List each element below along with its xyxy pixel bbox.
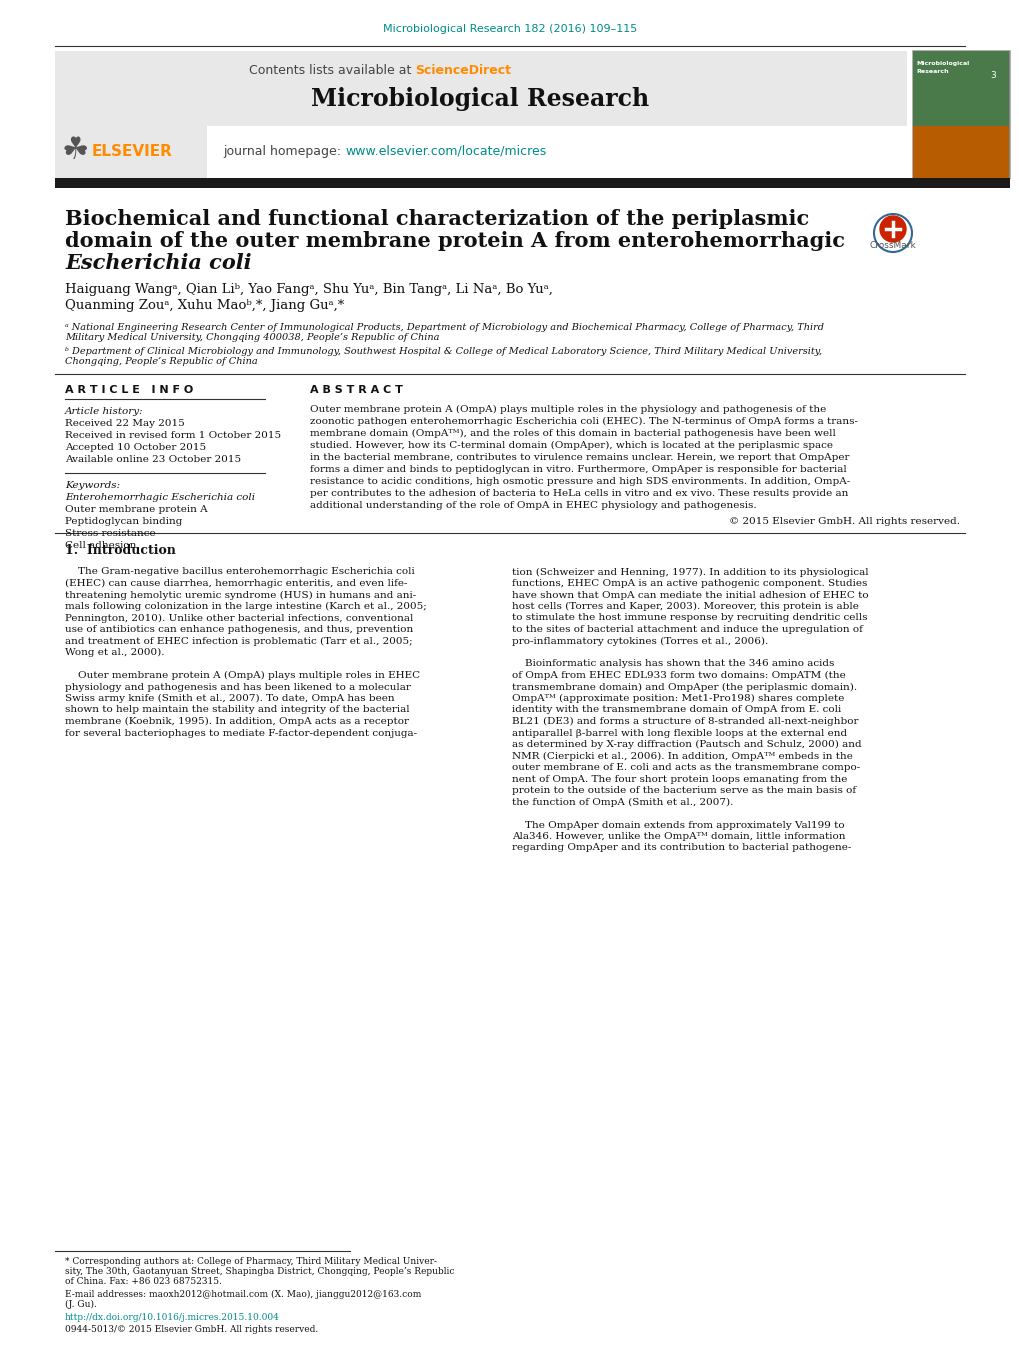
Text: tion (Schweizer and Henning, 1977). In addition to its physiological: tion (Schweizer and Henning, 1977). In a…: [512, 567, 868, 577]
Text: studied. However, how its C-terminal domain (OmpAper), which is located at the p: studied. However, how its C-terminal dom…: [310, 440, 833, 450]
Text: Haiguang Wangᵃ, Qian Liᵇ, Yao Fangᵃ, Shu Yuᵃ, Bin Tangᵃ, Li Naᵃ, Bo Yuᵃ,: Haiguang Wangᵃ, Qian Liᵇ, Yao Fangᵃ, Shu…: [65, 282, 552, 296]
Text: identity with the transmembrane domain of OmpA from E. coli: identity with the transmembrane domain o…: [512, 705, 841, 715]
Text: Microbiological Research: Microbiological Research: [311, 86, 648, 111]
Text: in the bacterial membrane, contributes to virulence remains unclear. Herein, we : in the bacterial membrane, contributes t…: [310, 453, 849, 462]
Text: The OmpAper domain extends from approximately Val199 to: The OmpAper domain extends from approxim…: [512, 820, 844, 830]
Text: 0944-5013/© 2015 Elsevier GmbH. All rights reserved.: 0944-5013/© 2015 Elsevier GmbH. All righ…: [65, 1324, 318, 1333]
Text: Outer membrane protein A: Outer membrane protein A: [65, 504, 208, 513]
Text: The Gram-negative bacillus enterohemorrhagic Escherichia coli: The Gram-negative bacillus enterohemorrh…: [65, 567, 415, 577]
Text: membrane (Koebnik, 1995). In addition, OmpA acts as a receptor: membrane (Koebnik, 1995). In addition, O…: [65, 717, 409, 725]
Text: Peptidoglycan binding: Peptidoglycan binding: [65, 516, 182, 526]
Text: Outer membrane protein A (OmpA) plays multiple roles in EHEC: Outer membrane protein A (OmpA) plays mu…: [65, 671, 420, 680]
Text: to the sites of bacterial attachment and induce the upregulation of: to the sites of bacterial attachment and…: [512, 626, 862, 634]
Text: membrane domain (OmpAᵀᴹ), and the roles of this domain in bacterial pathogenesis: membrane domain (OmpAᵀᴹ), and the roles …: [310, 428, 835, 438]
Text: Cell adhesion: Cell adhesion: [65, 540, 137, 550]
Text: Microbiological Research 182 (2016) 109–115: Microbiological Research 182 (2016) 109–…: [382, 24, 637, 34]
Text: per contributes to the adhesion of bacteria to HeLa cells in vitro and ex vivo. : per contributes to the adhesion of bacte…: [310, 489, 848, 497]
Text: Outer membrane protein A (OmpA) plays multiple roles in the physiology and patho: Outer membrane protein A (OmpA) plays mu…: [310, 404, 825, 413]
Text: resistance to acidic conditions, high osmotic pressure and high SDS environments: resistance to acidic conditions, high os…: [310, 477, 850, 485]
Text: Article history:: Article history:: [65, 407, 144, 416]
Text: NMR (Cierpicki et al., 2006). In addition, OmpAᵀᴹ embeds in the: NMR (Cierpicki et al., 2006). In additio…: [512, 751, 852, 761]
Text: A B S T R A C T: A B S T R A C T: [310, 385, 403, 394]
Circle shape: [879, 216, 905, 242]
Text: and treatment of EHEC infection is problematic (Tarr et al., 2005;: and treatment of EHEC infection is probl…: [65, 636, 413, 646]
Text: shown to help maintain the stability and integrity of the bacterial: shown to help maintain the stability and…: [65, 705, 410, 715]
Text: Microbiological: Microbiological: [915, 61, 968, 66]
Text: Biochemical and functional characterization of the periplasmic: Biochemical and functional characterizat…: [65, 209, 808, 230]
Text: antiparallel β-barrel with long flexible loops at the external end: antiparallel β-barrel with long flexible…: [512, 728, 847, 738]
Text: ☘: ☘: [62, 136, 90, 165]
Text: Escherichia coli: Escherichia coli: [65, 253, 252, 273]
Text: ᵃ National Engineering Research Center of Immunological Products, Department of : ᵃ National Engineering Research Center o…: [65, 323, 823, 331]
Text: protein to the outside of the bacterium serve as the main basis of: protein to the outside of the bacterium …: [512, 786, 855, 794]
Text: transmembrane domain) and OmpAper (the periplasmic domain).: transmembrane domain) and OmpAper (the p…: [512, 682, 856, 692]
Bar: [55, 126, 207, 178]
Text: A R T I C L E   I N F O: A R T I C L E I N F O: [65, 385, 193, 394]
Text: Enterohemorrhagic Escherichia coli: Enterohemorrhagic Escherichia coli: [65, 493, 255, 501]
Text: regarding OmpAper and its contribution to bacterial pathogene-: regarding OmpAper and its contribution t…: [512, 843, 851, 852]
Text: forms a dimer and binds to peptidoglycan in vitro. Furthermore, OmpAper is respo: forms a dimer and binds to peptidoglycan…: [310, 465, 846, 473]
Bar: [911, 50, 1009, 178]
Bar: [55, 51, 906, 126]
Text: additional understanding of the role of OmpA in EHEC physiology and pathogenesis: additional understanding of the role of …: [310, 500, 756, 509]
Text: for several bacteriophages to mediate F-factor-dependent conjuga-: for several bacteriophages to mediate F-…: [65, 728, 417, 738]
Text: BL21 (DE3) and forms a structure of 8-stranded all-next-neighbor: BL21 (DE3) and forms a structure of 8-st…: [512, 717, 858, 725]
Text: of China. Fax: +86 023 68752315.: of China. Fax: +86 023 68752315.: [65, 1278, 222, 1286]
Text: as determined by X-ray diffraction (Pautsch and Schulz, 2000) and: as determined by X-ray diffraction (Paut…: [512, 740, 861, 748]
Text: of OmpA from EHEC EDL933 form two domains: OmpATM (the: of OmpA from EHEC EDL933 form two domain…: [512, 671, 845, 680]
Text: Chongqing, People’s Republic of China: Chongqing, People’s Republic of China: [65, 358, 258, 366]
Text: the function of OmpA (Smith et al., 2007).: the function of OmpA (Smith et al., 2007…: [512, 797, 733, 807]
Text: (EHEC) can cause diarrhea, hemorrhagic enteritis, and even life-: (EHEC) can cause diarrhea, hemorrhagic e…: [65, 580, 408, 588]
Text: pro-inflammatory cytokines (Torres et al., 2006).: pro-inflammatory cytokines (Torres et al…: [512, 636, 767, 646]
Text: www.elsevier.com/locate/micres: www.elsevier.com/locate/micres: [344, 145, 546, 158]
Text: Pennington, 2010). Unlike other bacterial infections, conventional: Pennington, 2010). Unlike other bacteria…: [65, 613, 413, 623]
Text: (J. Gu).: (J. Gu).: [65, 1300, 97, 1309]
Text: outer membrane of E. coli and acts as the transmembrane compo-: outer membrane of E. coli and acts as th…: [512, 763, 859, 771]
Text: 1.  Introduction: 1. Introduction: [65, 544, 175, 558]
Text: Wong et al., 2000).: Wong et al., 2000).: [65, 648, 164, 657]
Text: ScienceDirect: ScienceDirect: [415, 65, 511, 77]
Text: Ala346. However, unlike the OmpAᵀᴹ domain, little information: Ala346. However, unlike the OmpAᵀᴹ domai…: [512, 832, 845, 842]
Text: Contents lists available at: Contents lists available at: [249, 65, 415, 77]
Text: have shown that OmpA can mediate the initial adhesion of EHEC to: have shown that OmpA can mediate the ini…: [512, 590, 868, 600]
Text: Military Medical University, Chongqing 400038, People’s Republic of China: Military Medical University, Chongqing 4…: [65, 334, 439, 343]
Text: CrossMark: CrossMark: [869, 242, 915, 250]
Text: Accepted 10 October 2015: Accepted 10 October 2015: [65, 443, 206, 451]
Text: E-mail addresses: maoxh2012@hotmail.com (X. Mao), jianggu2012@163.com: E-mail addresses: maoxh2012@hotmail.com …: [65, 1289, 421, 1298]
Text: mals following colonization in the large intestine (Karch et al., 2005;: mals following colonization in the large…: [65, 603, 426, 611]
Text: host cells (Torres and Kaper, 2003). Moreover, this protein is able: host cells (Torres and Kaper, 2003). Mor…: [512, 603, 858, 611]
Bar: [912, 126, 1008, 178]
Text: http://dx.doi.org/10.1016/j.micres.2015.10.004: http://dx.doi.org/10.1016/j.micres.2015.…: [65, 1313, 279, 1323]
Text: functions, EHEC OmpA is an active pathogenic component. Studies: functions, EHEC OmpA is an active pathog…: [512, 580, 866, 588]
Text: Available online 23 October 2015: Available online 23 October 2015: [65, 454, 240, 463]
Text: nent of OmpA. The four short protein loops emanating from the: nent of OmpA. The four short protein loo…: [512, 774, 847, 784]
Text: Keywords:: Keywords:: [65, 481, 120, 489]
Text: OmpAᵀᴹ (approximate position: Met1-Pro198) shares complete: OmpAᵀᴹ (approximate position: Met1-Pro19…: [512, 694, 844, 703]
Text: Swiss army knife (Smith et al., 2007). To date, OmpA has been: Swiss army knife (Smith et al., 2007). T…: [65, 694, 394, 703]
Bar: [55, 178, 1009, 188]
Text: Received 22 May 2015: Received 22 May 2015: [65, 419, 184, 427]
Text: ᵇ Department of Clinical Microbiology and Immunology, Southwest Hospital & Colle: ᵇ Department of Clinical Microbiology an…: [65, 346, 821, 355]
Text: Research: Research: [915, 69, 948, 74]
Text: domain of the outer membrane protein A from enterohemorrhagic: domain of the outer membrane protein A f…: [65, 231, 844, 251]
Text: physiology and pathogenesis and has been likened to a molecular: physiology and pathogenesis and has been…: [65, 682, 411, 692]
Text: 3: 3: [989, 72, 995, 81]
Text: sity, The 30th, Gaotanyuan Street, Shapingba District, Chongqing, People’s Repub: sity, The 30th, Gaotanyuan Street, Shapi…: [65, 1267, 454, 1277]
Text: ELSEVIER: ELSEVIER: [92, 143, 172, 158]
Text: threatening hemolytic uremic syndrome (HUS) in humans and ani-: threatening hemolytic uremic syndrome (H…: [65, 590, 416, 600]
Bar: [912, 51, 1008, 126]
Text: journal homepage:: journal homepage:: [223, 145, 344, 158]
Text: © 2015 Elsevier GmbH. All rights reserved.: © 2015 Elsevier GmbH. All rights reserve…: [729, 516, 959, 526]
Text: use of antibiotics can enhance pathogenesis, and thus, prevention: use of antibiotics can enhance pathogene…: [65, 626, 413, 634]
Text: Quanming Zouᵃ, Xuhu Maoᵇ,*, Jiang Guᵃ,*: Quanming Zouᵃ, Xuhu Maoᵇ,*, Jiang Guᵃ,*: [65, 299, 344, 312]
Text: zoonotic pathogen enterohemorrhagic Escherichia coli (EHEC). The N-terminus of O: zoonotic pathogen enterohemorrhagic Esch…: [310, 416, 857, 426]
Text: Bioinformatic analysis has shown that the 346 amino acids: Bioinformatic analysis has shown that th…: [512, 659, 834, 669]
Text: * Corresponding authors at: College of Pharmacy, Third Military Medical Univer-: * Corresponding authors at: College of P…: [65, 1258, 436, 1266]
Text: Received in revised form 1 October 2015: Received in revised form 1 October 2015: [65, 431, 281, 439]
Text: to stimulate the host immune response by recruiting dendritic cells: to stimulate the host immune response by…: [512, 613, 866, 623]
Text: Stress resistance: Stress resistance: [65, 528, 156, 538]
